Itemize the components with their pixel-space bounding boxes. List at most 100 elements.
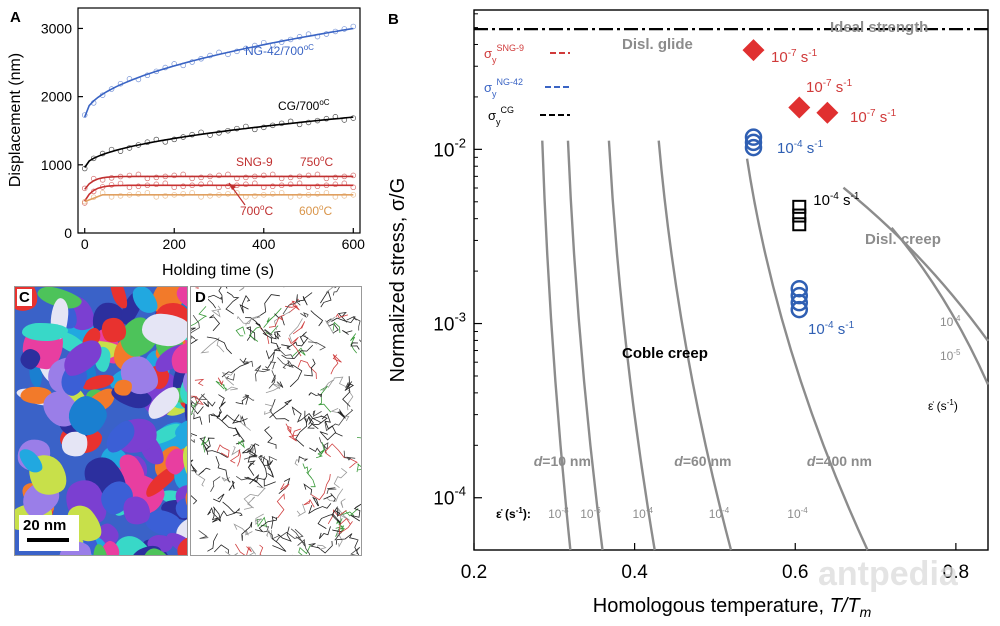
label-600: 600oC — [299, 203, 332, 218]
yield-stress-markers: σySNG-9 σyNG-42 σyCG — [484, 43, 570, 127]
grain-boundary — [292, 347, 306, 357]
b-xtick-label: 0.4 — [621, 562, 648, 583]
grain-boundary — [336, 531, 343, 548]
rate-key-left: ε̇ (s-1): — [496, 506, 531, 521]
grain-boundary — [303, 499, 315, 508]
grain-boundary — [200, 337, 225, 354]
grain-boundary — [318, 385, 332, 413]
grain-boundary — [342, 381, 353, 407]
grain-boundary — [191, 395, 204, 406]
grain-boundary — [207, 506, 222, 523]
grain-boundary — [208, 413, 240, 438]
scale-bar-line — [27, 538, 69, 542]
grain-boundary — [278, 349, 294, 360]
grain-boundary — [289, 318, 303, 342]
grain-boundary — [221, 362, 249, 378]
grain-boundary — [326, 487, 337, 495]
grain-size-label: d=10 nm — [534, 453, 591, 469]
a-xtick-label: 400 — [252, 236, 276, 252]
grain-boundary — [295, 536, 311, 555]
a-data-marker — [135, 183, 142, 190]
grain-boundary — [238, 287, 245, 292]
ng42-point — [744, 138, 763, 157]
a-data-marker — [108, 182, 115, 188]
grain-boundary — [310, 310, 324, 327]
grain-boundary — [286, 334, 309, 348]
grain-boundary — [312, 410, 322, 418]
grain-size-label: d=400 nm — [807, 453, 872, 469]
a-ytick-label: 2000 — [41, 89, 72, 105]
sng9-point — [742, 39, 765, 62]
b-xtick-label: 0.8 — [943, 562, 969, 583]
panel-b-frame — [473, 9, 989, 551]
grain-boundary — [312, 496, 320, 507]
a-data-marker — [350, 115, 357, 121]
grain-boundary — [273, 332, 281, 340]
label-sng9: SNG-9 — [236, 155, 273, 169]
grain-patch — [22, 322, 69, 342]
orientation-map-c: C 20 nm — [14, 286, 188, 556]
point-rate-labels: 10-7 s-1 10-7 s-1 10-7 s-1 10-4 s-1 10-4 s-1… — [771, 48, 897, 338]
a-data-marker — [314, 191, 321, 197]
grain-boundary — [198, 467, 211, 476]
grain-boundary — [275, 528, 304, 543]
grain-boundary — [271, 538, 287, 552]
a-data-marker — [126, 172, 133, 179]
coble-rate-label: 10-4 — [787, 506, 808, 521]
a-data-marker — [243, 181, 249, 188]
a-data-marker — [162, 193, 169, 199]
grain-boundary — [232, 414, 248, 424]
scale-bar: 20 nm — [19, 515, 79, 551]
coble-creep-curve — [657, 140, 733, 551]
grain-boundary — [292, 321, 306, 335]
grain-boundary — [338, 517, 353, 535]
grain-boundary — [191, 306, 208, 327]
grain-boundary — [250, 445, 255, 454]
a-series-line — [83, 27, 354, 118]
disl-creep-curve — [842, 186, 989, 342]
grain-boundary — [326, 488, 344, 502]
grain-boundary — [296, 292, 313, 306]
grain-boundary — [335, 507, 350, 526]
grain-boundary — [231, 446, 241, 456]
a-data-marker — [81, 198, 88, 205]
grain-boundary — [218, 507, 240, 522]
grain-boundary — [336, 518, 343, 530]
grain-boundary — [337, 409, 346, 419]
disl-creep-curve — [890, 226, 990, 386]
grain-boundary — [265, 350, 275, 369]
grain-boundary — [248, 326, 261, 342]
grain-boundary — [308, 543, 320, 549]
grain-boundary — [318, 437, 329, 454]
grain-boundary — [267, 531, 281, 540]
grain-boundary — [269, 361, 277, 370]
grain-boundary — [265, 382, 283, 394]
grain-boundary — [266, 460, 274, 478]
grain-boundary — [325, 287, 334, 293]
panel-d-label: D — [193, 289, 208, 306]
a-data-marker — [261, 172, 267, 179]
grain-boundary — [229, 449, 241, 467]
grain-boundary — [353, 317, 361, 331]
grain-boundary — [340, 498, 346, 508]
grain-boundary — [354, 539, 360, 555]
grain-size-labels: d=10 nm d=60 nm d=400 nm — [534, 453, 872, 469]
grain-boundary — [263, 478, 276, 487]
panel-a-frame — [77, 7, 361, 234]
coble-rate-label: 10-4 — [632, 506, 653, 521]
grain-boundary — [291, 406, 302, 422]
grain-boundary — [317, 513, 341, 529]
rate-key-right: ε̇ (s-1) — [928, 398, 958, 413]
a-xtick-label: 600 — [342, 236, 366, 252]
point-rate-label: 10-4 s-1 — [808, 320, 855, 338]
grain-boundary — [323, 493, 336, 502]
grain-boundary — [319, 431, 343, 441]
a-ylabel: Displacement (nm) — [7, 53, 24, 187]
coble-creep-label: Coble creep — [622, 345, 708, 362]
grain-boundary — [359, 339, 361, 343]
grain-boundary — [205, 294, 222, 309]
coble-rate-label: 10-8 — [548, 506, 569, 521]
coble-rate-label: 10-6 — [580, 506, 601, 521]
coble-creep-curve — [607, 140, 656, 551]
grain-boundary — [304, 410, 319, 430]
